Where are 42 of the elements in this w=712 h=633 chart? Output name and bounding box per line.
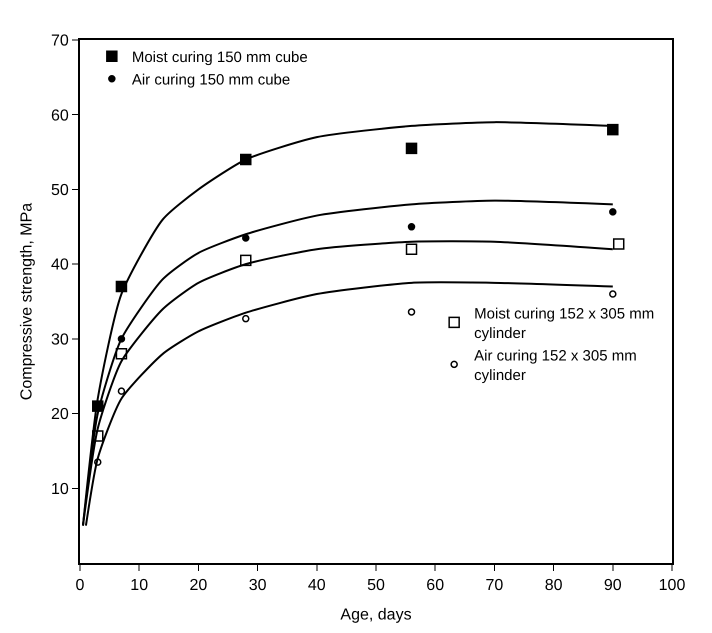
point: [116, 348, 128, 360]
point: [240, 154, 252, 166]
legend-label: Air curing 152 x 305 mm cylinder: [474, 347, 637, 384]
x-tick-label: 50: [367, 577, 385, 594]
point: [240, 254, 252, 266]
x-tick-label: 60: [426, 577, 444, 594]
y-tick-label: 40: [51, 256, 69, 274]
point: [242, 314, 250, 322]
point: [118, 387, 126, 395]
point: [116, 280, 128, 292]
x-tick-label: 20: [190, 577, 208, 594]
x-tick-label: 90: [604, 577, 622, 594]
y-tick-label: 30: [51, 331, 69, 348]
point: [94, 458, 102, 466]
y-tick-label: 60: [51, 107, 69, 124]
point: [406, 243, 418, 255]
point: [612, 238, 624, 250]
point: [242, 234, 250, 242]
x-axis-title: Age, days: [340, 606, 412, 624]
y-tick-label: 20: [51, 406, 69, 424]
y-tick-label: 70: [51, 32, 69, 50]
x-tick-label: 10: [130, 577, 148, 594]
legend-label: Moist curing 152 x 305 mm cylinder: [474, 305, 654, 342]
y-axis-title: Compressive strength, MPa: [18, 202, 36, 400]
point: [609, 208, 617, 216]
point: [406, 142, 418, 154]
y-tick-label: 50: [51, 182, 69, 200]
y-tick-label: 10: [51, 480, 69, 498]
x-tick-label: 100: [658, 577, 686, 594]
legend-label: Moist curing 150 mm cube: [132, 49, 308, 66]
x-tick-label: 0: [76, 577, 85, 594]
x-tick-label: 80: [544, 577, 563, 594]
point: [607, 124, 619, 136]
point: [118, 335, 126, 343]
x-tick-label: 40: [308, 577, 326, 594]
point: [408, 223, 416, 231]
point: [408, 308, 416, 316]
point: [609, 290, 617, 298]
legend-label: Air curing 150 mm cube: [132, 72, 290, 89]
x-tick-label: 30: [248, 577, 267, 594]
point: [92, 400, 104, 412]
x-tick-label: 70: [486, 577, 504, 594]
